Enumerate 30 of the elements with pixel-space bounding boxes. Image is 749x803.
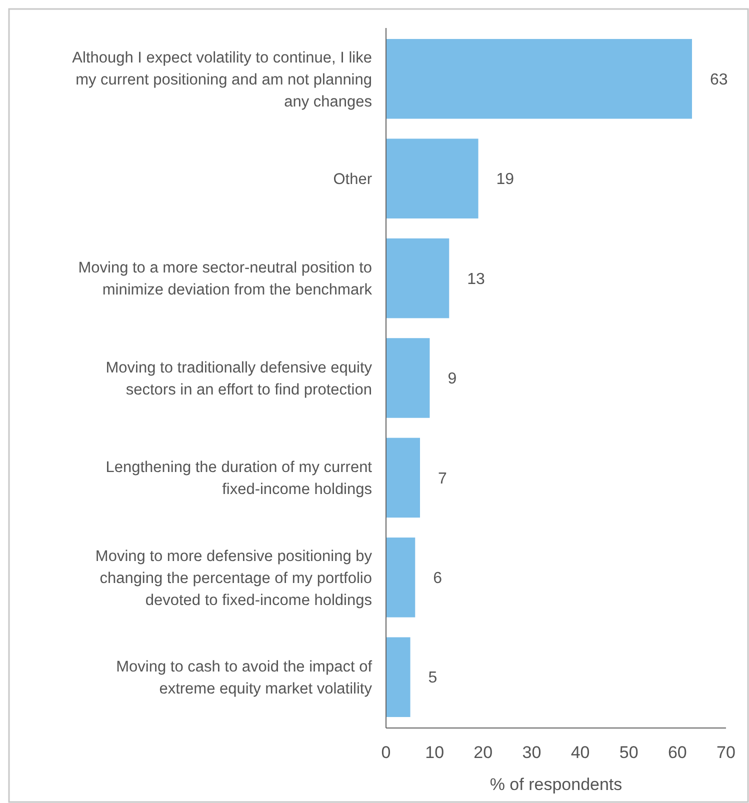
y-tick-label: Moving to more defensive positioning by changing the percentage of my portfolio devoted to fixed-income holdings: [95, 548, 372, 609]
data-label: 7: [438, 470, 447, 488]
x-tick-label: 20: [474, 743, 493, 762]
data-label: 13: [467, 270, 486, 288]
x-tick-label: 30: [522, 743, 542, 762]
bar: [386, 338, 430, 418]
y-tick-label: Although I expect volatility to continue, I like my current positioning and am not planning any changes: [72, 49, 372, 110]
y-tick-label: Lengthening the duration of my current fixed-income holdings: [106, 459, 373, 498]
data-label: 19: [496, 171, 514, 188]
data-label: 6: [433, 570, 442, 588]
x-tick-label: 10: [425, 743, 444, 762]
y-tick-label: Moving to a more sector-neutral position to minimize deviation from the benchmark: [78, 260, 372, 299]
y-tick-label: Other: [333, 170, 372, 188]
bar: [386, 238, 450, 318]
x-tick-label: 60: [668, 743, 687, 762]
x-tick-label: 70: [716, 743, 736, 762]
data-label: 9: [448, 370, 457, 388]
bar: [386, 138, 478, 218]
x-axis-title: % of respondents: [490, 775, 622, 794]
bar: [386, 38, 692, 119]
y-tick-label: Moving to traditionally defensive equity sectors in an effort to find protection: [106, 359, 372, 398]
x-tick-label: 0: [381, 743, 391, 762]
x-tick-label: 40: [570, 743, 590, 762]
bar: [386, 538, 416, 618]
bar: [386, 637, 410, 718]
y-tick-label: Moving to cash to avoid the impact of extreme equity market volatility: [116, 658, 373, 698]
x-tick-label: 50: [619, 743, 638, 762]
data-label: 63: [710, 71, 728, 88]
data-label: 5: [428, 670, 438, 687]
bar: [386, 438, 420, 518]
